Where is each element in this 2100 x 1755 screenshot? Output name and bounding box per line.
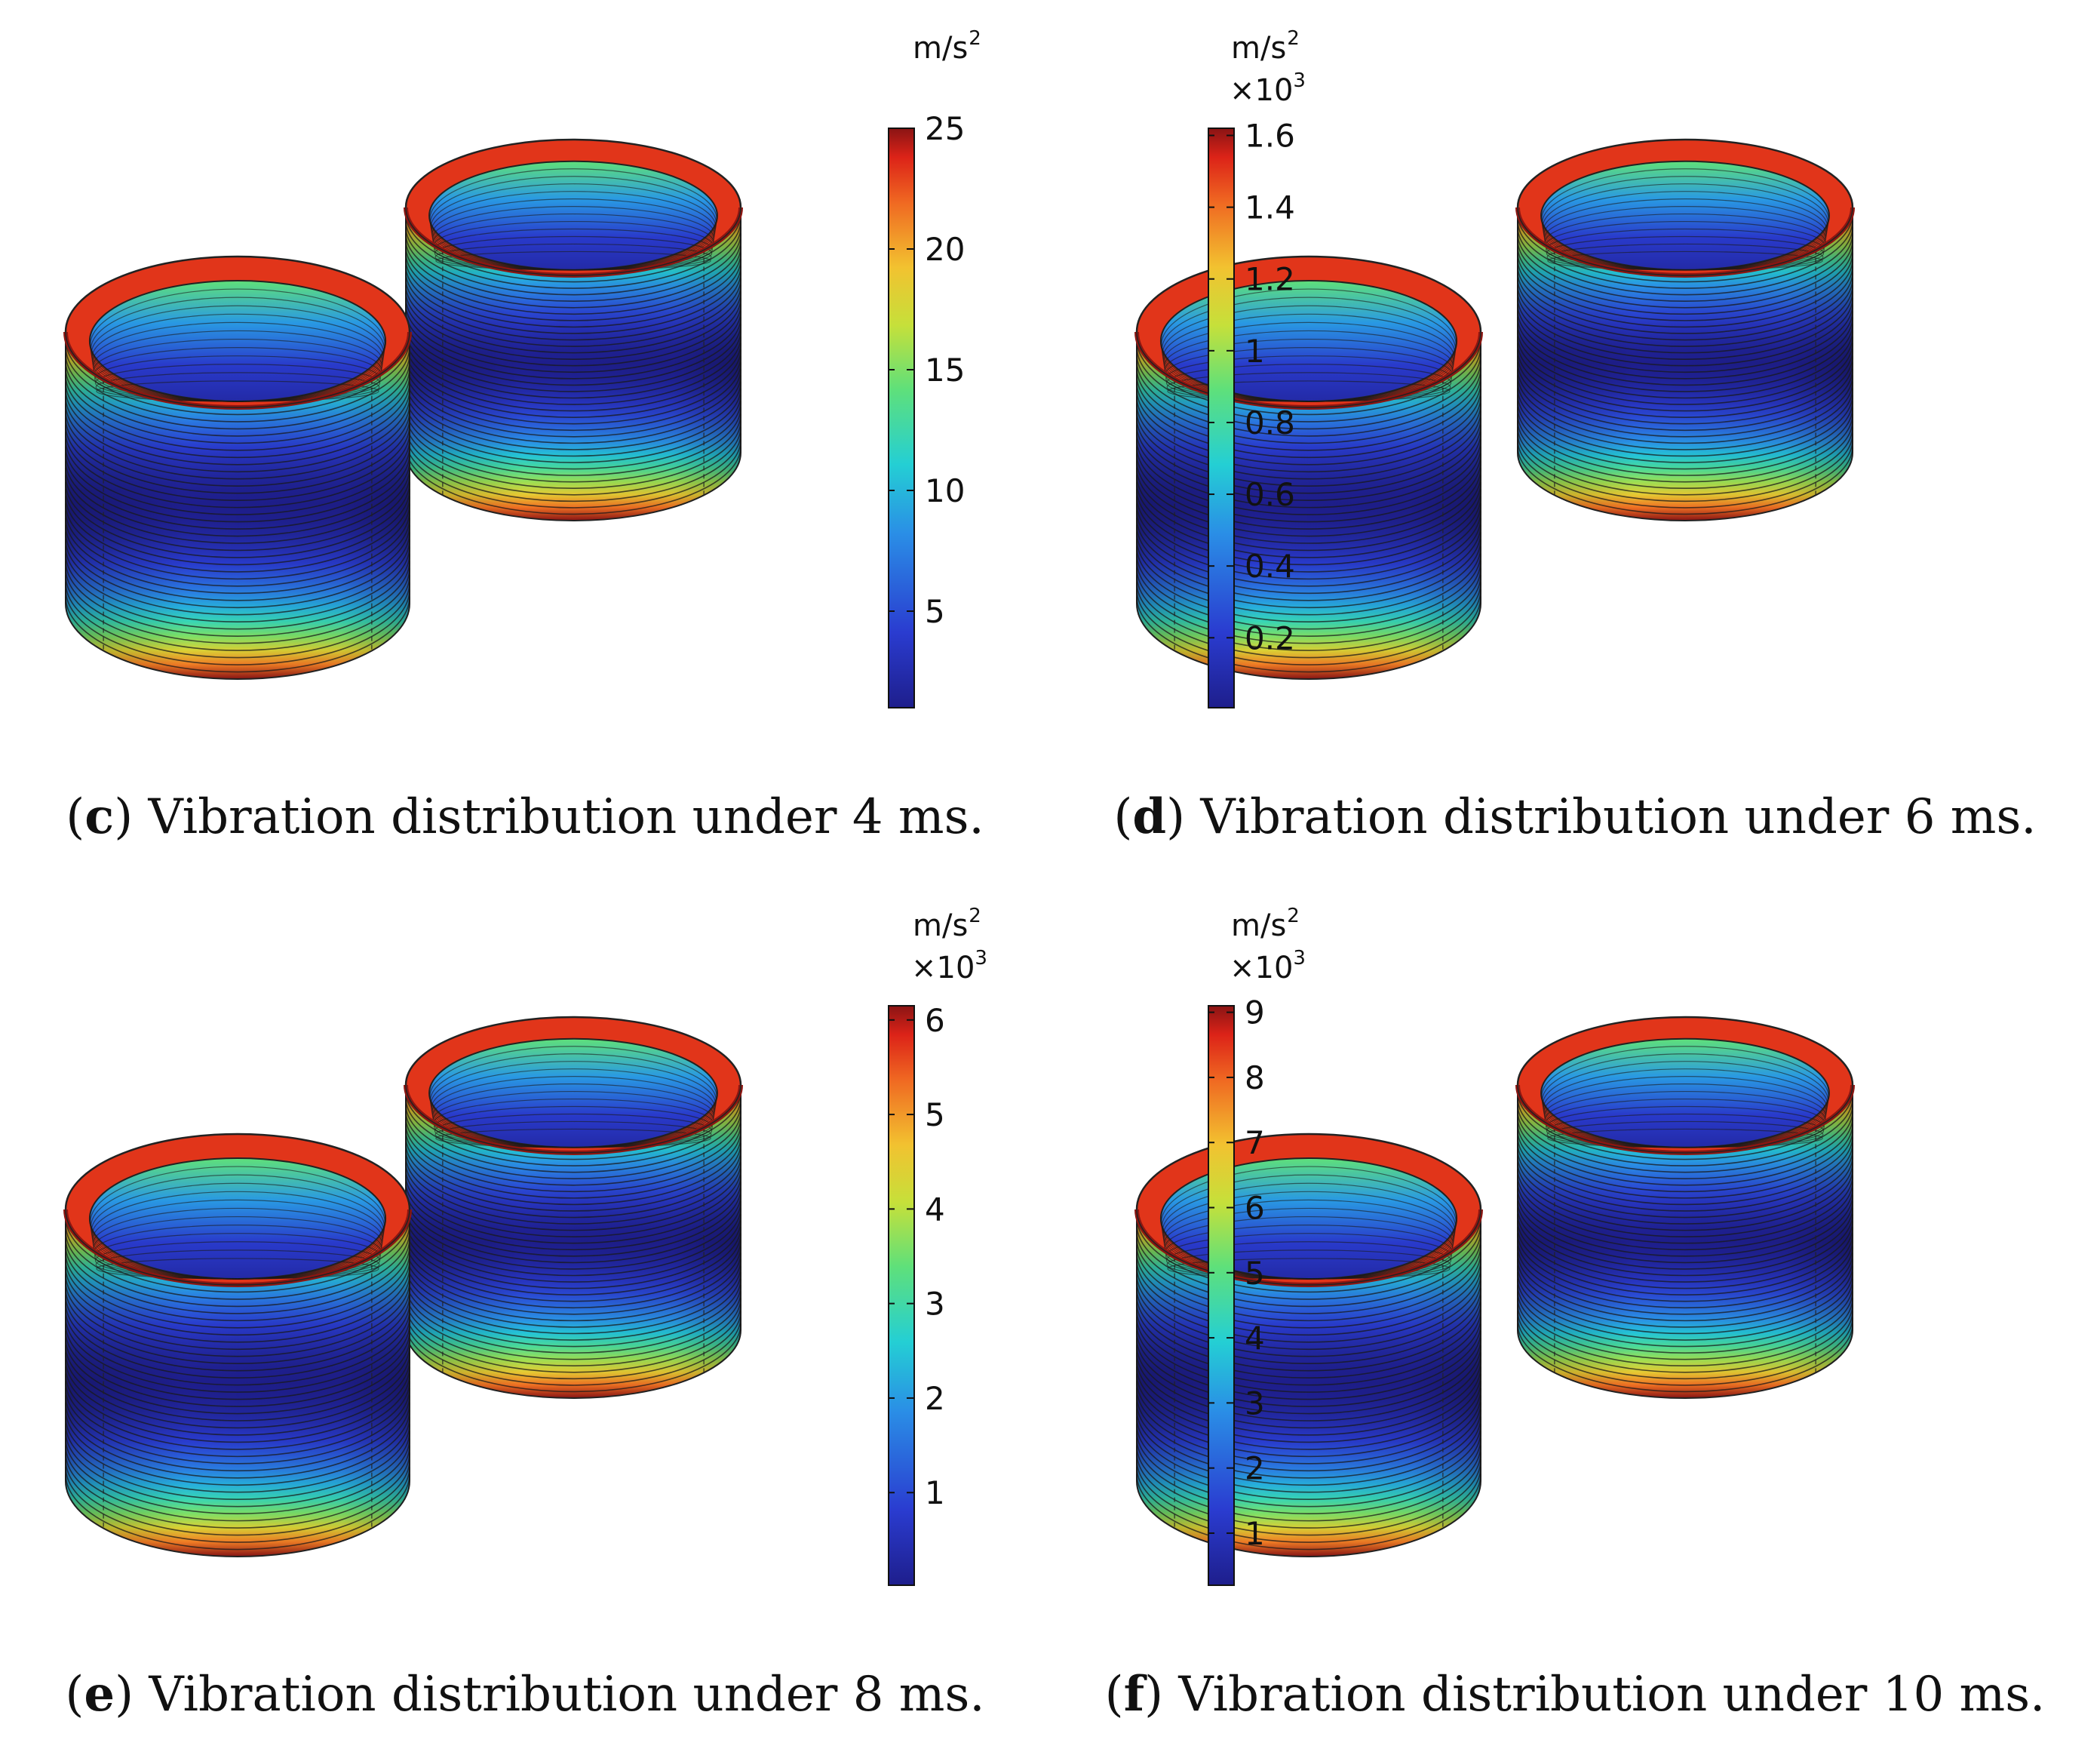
colorbar-unit-label: m/s2 (913, 905, 981, 943)
panel-d-scene: 0.2 0.4 0.6 0.8 1 1.2 1.4 1.6 (1134, 118, 1855, 708)
colorbar-tick-label: 1 (925, 1474, 945, 1511)
panel-caption: (e) Vibration distribution under 8 ms. (65, 1666, 985, 1723)
front-cylinder (63, 1133, 412, 1557)
colorbar-tick-label: 0.2 (1245, 619, 1295, 656)
back-cylinder (404, 1016, 743, 1399)
front-cylinder (1134, 1133, 1483, 1557)
colorbar-tick-label: 5 (1245, 1255, 1265, 1292)
colorbar-tick-label: 2 (925, 1380, 945, 1417)
panel-e: 1 2 3 4 5 6 m/s2 ×103 (e) Vibration distribut… (0, 878, 1050, 1755)
colorbar-tick-label: 5 (925, 1096, 945, 1133)
front-cylinder (63, 255, 412, 680)
back-cylinder (1515, 1016, 1855, 1399)
colorbar: 1 2 3 4 5 6 (888, 1002, 945, 1586)
panel-caption: (f) Vibration distribution under 10 ms. (1104, 1666, 2046, 1723)
colorbar-tick-label: 6 (925, 1002, 945, 1039)
colorbar-tick-label: 25 (925, 110, 965, 147)
colorbar: 1 2 3 4 5 6 7 8 9 (1208, 994, 1265, 1586)
colorbar: 5 10 15 20 25 (888, 110, 965, 708)
panel-c-scene: 5 10 15 20 25 (63, 110, 965, 708)
colorbar-tick-label: 3 (925, 1286, 945, 1323)
colorbar-unit-label: m/s2 (1231, 905, 1300, 943)
colorbar-tick-label: 1.4 (1245, 189, 1295, 226)
colorbar-tick-label: 2 (1245, 1450, 1265, 1487)
panel-f-scene: 1 2 3 4 5 6 7 8 9 (1134, 994, 1855, 1586)
colorbar-unit-label: m/s2 (1231, 27, 1300, 66)
colorbar-tick-label: 3 (1245, 1385, 1265, 1422)
front-cylinder (1134, 255, 1483, 680)
colorbar: 0.2 0.4 0.6 0.8 1 1.2 1.4 1.6 (1208, 118, 1295, 708)
colorbar-tick-label: 7 (1245, 1124, 1265, 1161)
colorbar-gradient (888, 1005, 915, 1586)
colorbar-tick-label: 4 (925, 1191, 945, 1228)
colorbar-tick-label: 20 (925, 231, 965, 268)
panel-e-scene: 1 2 3 4 5 6 (63, 1002, 945, 1586)
colorbar-tick-label: 1.6 (1245, 118, 1295, 155)
colorbar-gradient (888, 128, 915, 708)
colorbar-tick-label: 15 (925, 352, 965, 389)
back-cylinder (404, 138, 743, 521)
colorbar-multiplier-label: ×103 (1230, 69, 1306, 108)
colorbar-tick-label: 5 (925, 593, 945, 630)
panel-caption: (d) Vibration distribution under 6 ms. (1113, 788, 2037, 845)
colorbar-tick-label: 8 (1245, 1059, 1265, 1096)
colorbar-tick-label: 0.8 (1245, 404, 1295, 441)
back-cylinder (1515, 138, 1855, 521)
colorbar-tick-label: 1 (1245, 333, 1265, 370)
panel-d: 0.2 0.4 0.6 0.8 1 1.2 1.4 1.6 m/s2 ×103 (d) Vib… (1050, 0, 2100, 878)
colorbar-unit-label: m/s2 (913, 27, 981, 66)
colorbar-gradient (1208, 128, 1235, 708)
colorbar-tick-label: 9 (1245, 994, 1265, 1031)
colorbar-tick-label: 0.4 (1245, 548, 1295, 585)
panel-f: 1 2 3 4 5 6 7 8 9 m/s2 ×103 (f) Vibration distri… (1050, 878, 2100, 1755)
colorbar-gradient (1208, 1005, 1235, 1586)
colorbar-tick-label: 1.2 (1245, 261, 1295, 298)
colorbar-tick-label: 6 (1245, 1190, 1265, 1227)
colorbar-multiplier-label: ×103 (1230, 947, 1306, 985)
panel-c: 5 10 15 20 25 m/s2 (c) Vibration distributio… (0, 0, 1050, 878)
panel-caption: (c) Vibration distribution under 4 ms. (66, 788, 984, 845)
colorbar-tick-label: 4 (1245, 1320, 1265, 1357)
colorbar-tick-label: 1 (1245, 1515, 1265, 1552)
colorbar-multiplier-label: ×103 (911, 947, 987, 985)
colorbar-tick-label: 10 (925, 472, 965, 509)
colorbar-tick-label: 0.6 (1245, 476, 1295, 513)
